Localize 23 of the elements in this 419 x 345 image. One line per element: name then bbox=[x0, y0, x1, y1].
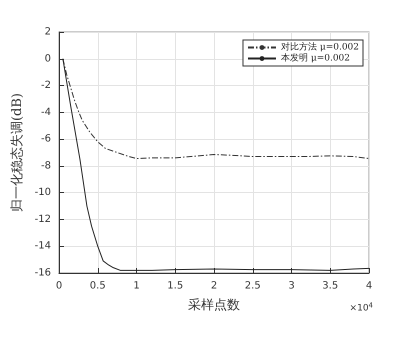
y-tick-label: 0 bbox=[44, 53, 51, 64]
y-tick-label: -6 bbox=[41, 134, 51, 145]
y-tick-label: -2 bbox=[41, 80, 51, 92]
y-tick-label: -14 bbox=[34, 240, 51, 252]
x-tick-label: 1.5 bbox=[167, 280, 184, 292]
x-tick-label: 4 bbox=[366, 280, 372, 292]
y-tick-label: -4 bbox=[41, 106, 51, 118]
x-tick-label: 3.5 bbox=[322, 280, 338, 292]
x-tick-label: 2 bbox=[210, 280, 218, 292]
x-tick-label: 0.5 bbox=[90, 280, 106, 292]
y-tick-label: -12 bbox=[34, 214, 51, 225]
legend-label: 对比方法 μ=0.002 bbox=[280, 42, 360, 52]
y-tick-label: 2 bbox=[44, 26, 51, 38]
x-tick-label: 0 bbox=[56, 280, 62, 292]
y-tick-label: -16 bbox=[34, 268, 51, 278]
x-tick-label: 2.5 bbox=[244, 280, 261, 292]
y-tick-label: -10 bbox=[34, 187, 51, 198]
x-axis-title: 采样点数 bbox=[188, 298, 240, 313]
x-tick-label: 1 bbox=[133, 280, 140, 292]
x-tick-label: 3 bbox=[288, 280, 295, 292]
y-axis-title: 归一化稳态失调(dB) bbox=[10, 92, 25, 212]
legend-label: 本发明 μ=0.002 bbox=[280, 52, 350, 64]
y-tick-label: -8 bbox=[41, 160, 51, 172]
